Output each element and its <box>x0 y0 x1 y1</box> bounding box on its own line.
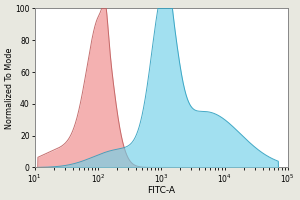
Y-axis label: Normalized To Mode: Normalized To Mode <box>5 47 14 129</box>
X-axis label: FITC-A: FITC-A <box>147 186 175 195</box>
